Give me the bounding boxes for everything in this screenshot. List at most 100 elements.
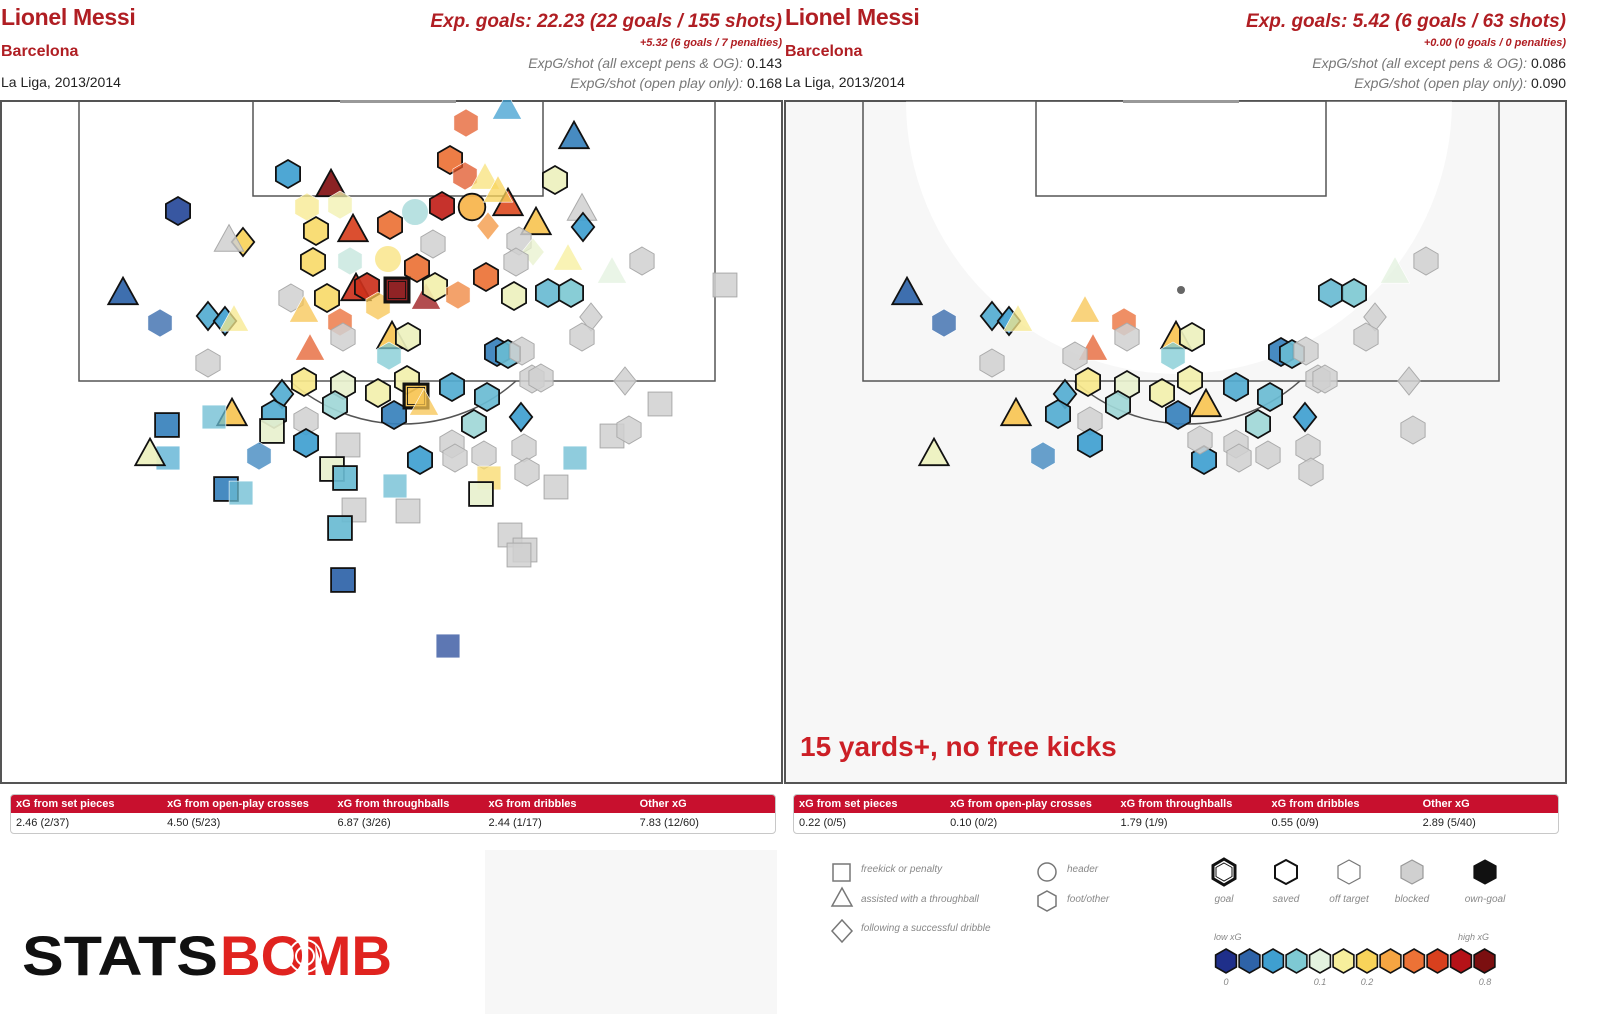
- foot-shot-hexagon-saved: [1104, 389, 1132, 421]
- foot-shot-hexagon-saved: [500, 280, 527, 312]
- throughball-shot-triangle-saved: [519, 205, 553, 236]
- xg-scale-swatch: [1285, 948, 1308, 974]
- cat-value-throughballs: 6.87 (3/26): [337, 817, 391, 829]
- cat-value-dribbles: 2.44 (1/17): [488, 817, 542, 829]
- foot-shot-hexagon-saved: [394, 321, 422, 353]
- foot-shot-hexagon-saved: [1178, 321, 1206, 353]
- freekick-shot-square-saved: [259, 418, 285, 444]
- xg-per-shot-all-value: 0.143: [746, 55, 782, 71]
- pitch-lines: [0, 100, 783, 784]
- foot-shot-hexagon-saved: [380, 399, 408, 431]
- foot-shot-hexagon-saved: [1341, 277, 1367, 309]
- team-name: Barcelona: [1, 43, 79, 60]
- xg-per-shot-open-play: ExpG/shot (open play only): 0.168: [570, 75, 782, 91]
- foot-shot-hexagon-blocked: [1255, 440, 1281, 470]
- square-icon: [832, 863, 851, 882]
- xg-category-table: xG from set pieces xG from open-play cro…: [10, 794, 776, 834]
- logo-text-bomb: BOMB: [220, 925, 392, 985]
- foot-shot-hexagon-saved: [535, 277, 561, 309]
- throughball-shot-triangle-saved: [133, 436, 167, 467]
- freekick-shot-square-goal-ring: [387, 280, 407, 300]
- foot-shot-hexagon-saved: [292, 427, 320, 459]
- cat-header-other: Other xG: [639, 798, 687, 810]
- foot-shot-hexagon-saved: [406, 444, 434, 476]
- dribble-shot-diamond-saved: [979, 300, 1005, 332]
- cat-header-throughballs: xG from throughballs: [1120, 798, 1233, 810]
- foot-shot-hexagon-blocked: [1062, 341, 1088, 371]
- pitch-lines: [784, 100, 1567, 784]
- foot-shot-hexagon-blocked: [330, 322, 356, 352]
- header-shot-circle-off_target: [401, 198, 429, 226]
- foot-shot-hexagon-off_target: [294, 192, 320, 222]
- foot-shot-hexagon-blocked: [1293, 336, 1319, 366]
- cat-header-crosses: xG from open-play crosses: [950, 798, 1092, 810]
- throughball-shot-triangle-saved: [557, 119, 591, 150]
- foot-shot-hexagon-blocked: [1400, 415, 1426, 445]
- foot-shot-hexagon-saved: [1044, 398, 1072, 430]
- goal-hexagon-icon: [1211, 857, 1237, 887]
- legend-shape-key: [830, 862, 1057, 944]
- throughball-shot-triangle-saved: [917, 436, 951, 467]
- shot-markers: [890, 246, 1439, 487]
- cat-value-crosses: 0.10 (0/2): [950, 817, 998, 829]
- shot-map-panel-filtered: Lionel Messi Barcelona La Liga, 2013/201…: [784, 0, 1568, 1014]
- throughball-shot-triangle-off_target: [596, 255, 628, 284]
- throughball-shot-triangle-saved: [890, 275, 924, 306]
- xg-scale-swatch: [1214, 948, 1238, 974]
- xg-per-shot-open-play-value: 0.168: [746, 75, 782, 91]
- cat-value-crosses: 4.50 (5/23): [167, 817, 221, 829]
- throughball-shot-triangle-off_target: [218, 303, 250, 332]
- xg-scale-swatch: [1308, 948, 1332, 974]
- throughball-shot-triangle-off_target: [1002, 303, 1034, 332]
- foot-shot-hexagon-saved: [403, 252, 431, 284]
- foot-shot-hexagon-blocked: [278, 283, 304, 313]
- foot-shot-hexagon-blocked: [509, 336, 535, 366]
- foot-shot-hexagon-saved: [421, 271, 449, 303]
- xg-scale-swatch: [1238, 948, 1261, 974]
- xg-category-table: xG from set pieces xG from open-play cro…: [793, 794, 1559, 834]
- foot-shot-hexagon-blocked: [195, 348, 221, 378]
- throughball-shot-triangle-off_target: [1379, 255, 1411, 284]
- dribble-shot-diamond-saved: [1292, 401, 1318, 433]
- foot-shot-hexagon-saved: [313, 282, 341, 314]
- foot-shot-hexagon-saved: [1222, 371, 1250, 403]
- team-name: Barcelona: [785, 43, 863, 60]
- xg-scale-swatch: [1402, 948, 1426, 974]
- scale-tick-0: 0: [1223, 977, 1228, 987]
- foot-shot-hexagon-blocked: [1114, 322, 1140, 352]
- pitch-shot-map: [0, 100, 783, 784]
- logo-text-stats: STATS: [22, 925, 218, 985]
- foot-shot-hexagon-saved: [164, 195, 192, 227]
- freekick-shot-square-saved: [332, 465, 358, 491]
- foot-shot-hexagon-blocked: [420, 229, 446, 259]
- freekick-shot-square-blocked: [712, 272, 738, 298]
- cat-value-other: 7.83 (12/60): [639, 817, 699, 829]
- throughball-shot-triangle-saved: [106, 275, 140, 306]
- foot-shot-hexagon-blocked: [629, 246, 655, 276]
- foot-shot-hexagon-saved: [1164, 399, 1192, 431]
- cat-header-set-pieces: xG from set pieces: [799, 798, 898, 810]
- throughball-shot-triangle-off_target: [491, 100, 523, 120]
- cat-header-other: Other xG: [1422, 798, 1470, 810]
- foot-shot-hexagon-blocked: [1312, 364, 1338, 394]
- legend-own-goal-label: own-goal: [1465, 894, 1506, 905]
- foot-shot-hexagon-saved: [274, 158, 302, 190]
- foot-shot-hexagon-saved: [1074, 366, 1102, 398]
- foot-shot-hexagon-saved: [1244, 408, 1272, 440]
- xg-per-shot-all: ExpG/shot (all except pens & OG): 0.143: [528, 55, 782, 71]
- cat-value-set-pieces: 2.46 (2/37): [16, 817, 70, 829]
- throughball-shot-triangle-saved: [336, 212, 370, 243]
- freekick-shot-square-off_target: [228, 480, 254, 506]
- foot-shot-hexagon-off_target: [337, 246, 363, 276]
- xg-scale-swatch: [1332, 948, 1355, 974]
- freekick-shot-square-saved: [330, 567, 356, 593]
- freekick-shot-square-blocked: [395, 498, 421, 524]
- goal-hexagon-inner-icon: [1215, 862, 1233, 882]
- legend-foot-label: foot/other: [1067, 894, 1110, 905]
- legend: freekick or penalty assisted with a thro…: [830, 857, 1506, 987]
- off-target-hexagon-icon: [1337, 859, 1361, 885]
- foot-shot-hexagon-saved: [1076, 427, 1104, 459]
- foot-shot-hexagon-off_target: [1160, 341, 1186, 371]
- saved-hexagon-icon: [1274, 858, 1298, 886]
- foot-shot-hexagon-off_target: [327, 190, 353, 220]
